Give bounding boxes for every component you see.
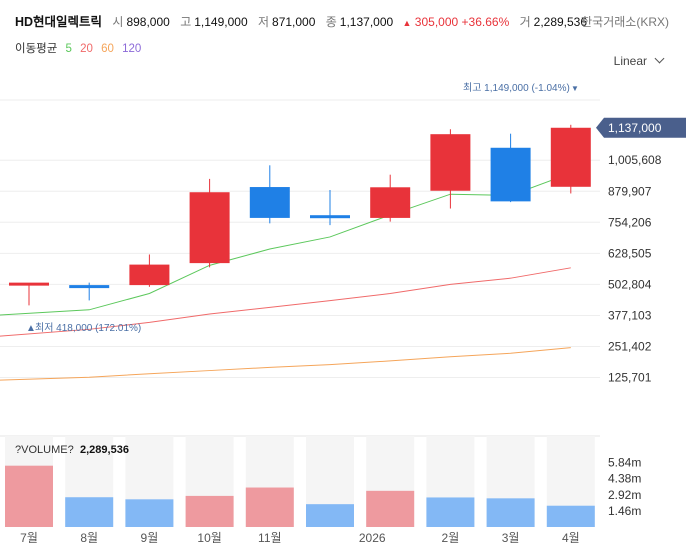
volume-bar [245,487,294,527]
low-label: 저 [257,15,270,29]
y-tick-label: 251,402 [608,340,652,354]
candle-body [69,285,110,289]
open-label: 시 [112,15,124,29]
volume-title: ?VOLUME? [15,444,74,456]
volume-bar [306,504,354,527]
close-label: 종 [325,15,337,29]
volume-label: 거 [519,15,531,29]
change-percent: +36.66% [461,15,510,29]
volume-bar [486,498,535,527]
volume-value: 2,289,536 [80,444,129,456]
y-tick-label: 377,103 [608,308,652,322]
volume-bar [546,505,595,527]
close-price: 1,137,000 [339,15,394,29]
x-tick-label: 8월 [80,531,98,545]
x-tick-label: 9월 [141,531,159,545]
last-price-label: 1,137,000 [608,121,662,135]
stock-name: HD현대일렉트릭 [15,15,103,29]
candle-body [370,187,411,218]
volume-total: 2,289,536 [533,15,588,29]
y-tick-label: 754,206 [608,215,652,229]
candle-body [129,264,170,286]
y-tick-label: 879,907 [608,184,652,198]
exchange-name: 한국거래소(KRX) [581,15,669,29]
volume-bar [125,499,174,527]
volume-bar [65,497,114,527]
candle-body [490,147,531,202]
scale-label: Linear [613,54,647,68]
moving-average-legend[interactable]: 이동평균 5 20 60 120 [15,40,141,56]
volume-bar [185,495,234,527]
ma-20-label[interactable]: 20 [80,43,93,55]
volume-tick-label: 1.46m [608,504,641,518]
candles [9,124,591,306]
ma-120-label[interactable]: 120 [122,43,142,55]
x-tick-label: 4월 [562,531,580,545]
ma-60-line [0,347,571,381]
max-price-label: 최고 1,149,000 (-1.04%) [463,82,570,94]
ma-60-label[interactable]: 60 [101,43,114,55]
ma-legend-title: 이동평균 [15,43,58,55]
volume-tick-label: 2.92m [608,488,641,502]
y-axis: 1,005,608 879,907 754,206 628,505 502,804 377… [608,153,662,384]
x-tick-label: 11월 [258,531,282,545]
moving-average-lines [0,172,571,381]
y-tick-label: 628,505 [608,246,652,260]
x-tick-label: 10월 [197,531,221,545]
open-price: 898,000 [126,15,170,29]
volume-panel: 5.84m 4.38m 2.92m 1.46m ?VOLUME? 2,289,536 [0,435,641,527]
volume-tick-label: 4.38m [608,472,641,486]
y-tick-label: 1,005,608 [608,153,662,167]
grid-lines [0,99,600,379]
high-price: 1,149,000 [194,15,248,29]
annotations: 최고 1,149,000 (-1.04%) ▼ ▲ 최저 418,000 (172.0… [26,82,686,334]
x-axis: 7월 8월 9월 10월 11월 2026 2월 3월 4월 [20,531,580,545]
x-tick-label: 3월 [502,531,520,545]
min-marker-icon: ▲ [26,323,36,334]
up-triangle-icon: ▲ [402,18,412,28]
candle-body [189,192,230,264]
volume-bar [426,497,475,527]
candle-body [550,127,591,187]
ma-5-label[interactable]: 5 [65,43,72,55]
scale-dropdown[interactable]: Linear [613,53,665,68]
max-marker-icon: ▼ [571,84,579,93]
candle-body [310,215,350,219]
volume-bar [5,465,53,527]
ma-20-line [0,267,571,337]
low-price: 871,000 [272,15,316,29]
volume-bar [366,490,415,527]
y-tick-label: 502,804 [608,277,652,291]
candle-body [249,187,290,218]
candle-body [9,282,49,286]
x-tick-label: 2월 [442,531,460,545]
y-tick-label: 125,701 [608,371,652,385]
candle-body [430,134,471,191]
ma-5-line [0,172,571,316]
change-amount: 305,000 [414,15,459,29]
volume-tick-label: 5.84m [608,456,641,470]
x-tick-label: 7월 [20,531,38,545]
x-tick-label: 2026 [359,531,386,545]
high-label: 고 [180,15,192,29]
change-value: ▲ 305,000 +36.66% [403,15,510,29]
min-price-label: 최저 418,000 (172.01%) [35,322,141,334]
last-price-tag [596,117,686,138]
